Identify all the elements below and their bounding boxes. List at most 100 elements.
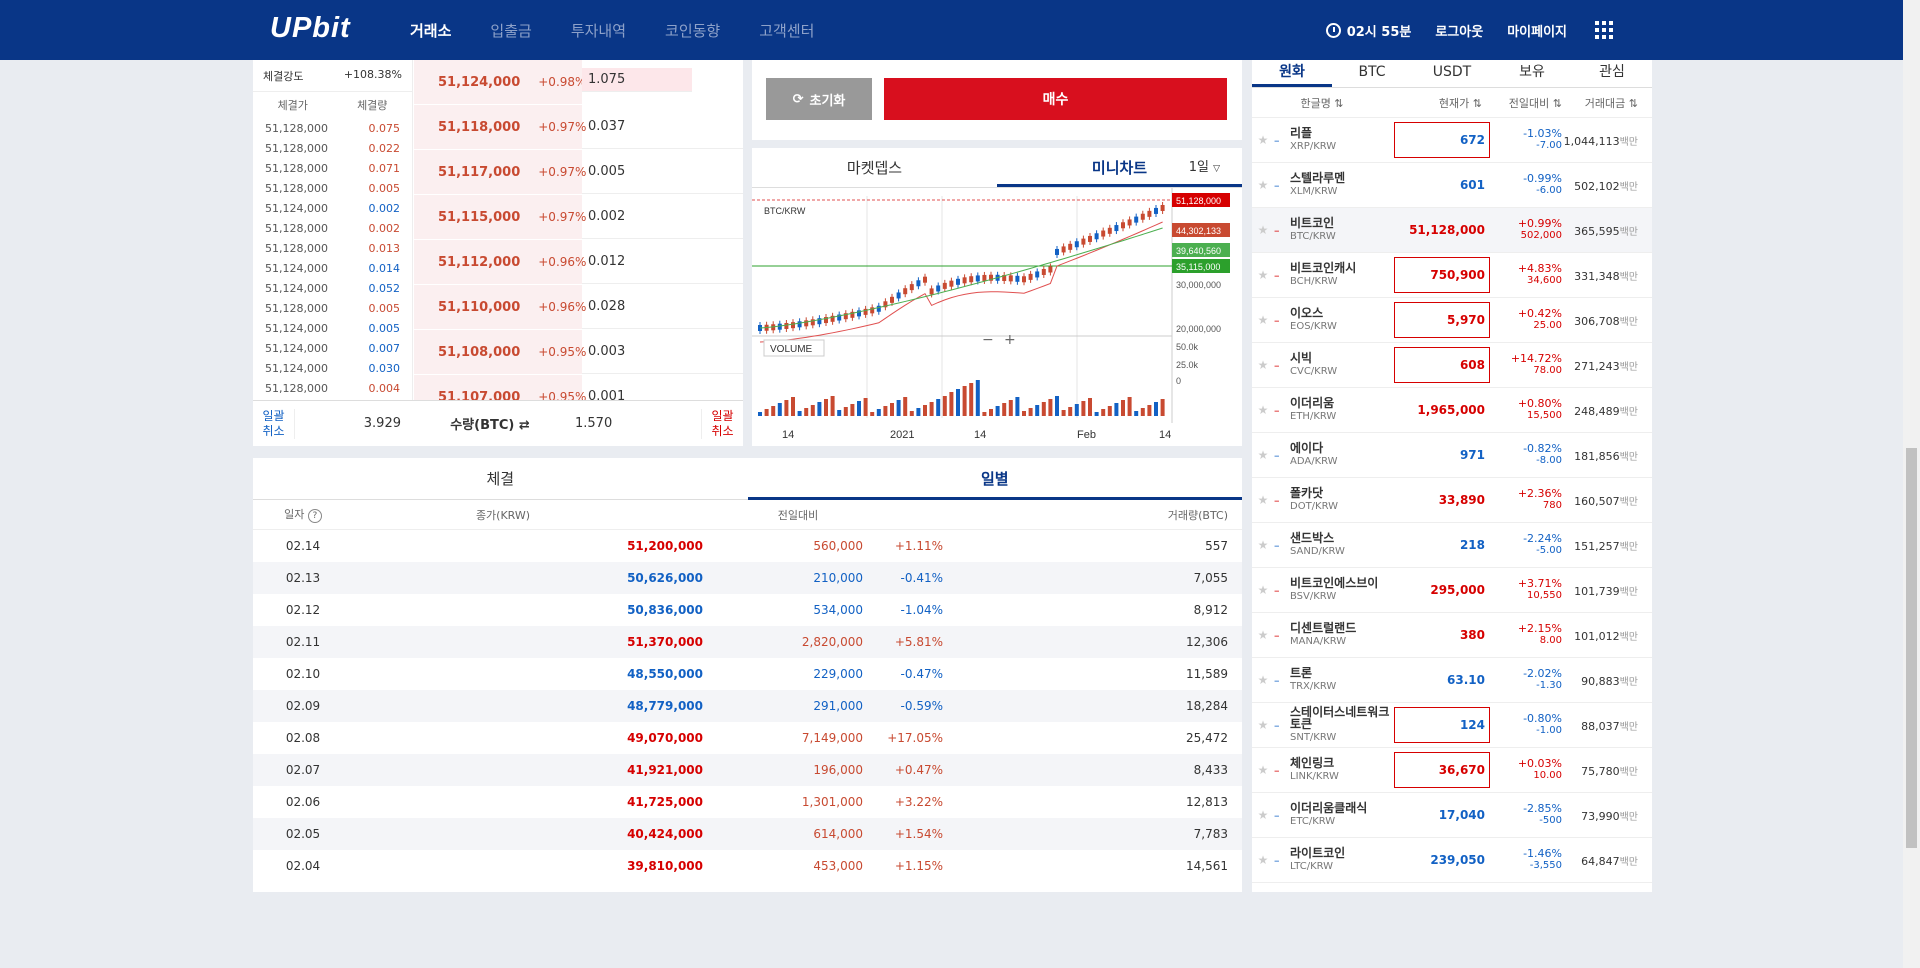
qty-toggle[interactable]: 수량(BTC) ⇄ [450, 418, 530, 433]
mypage-link[interactable]: 마이페이지 [1507, 24, 1567, 40]
market-row[interactable]: ★ – 라이트코인 LTC/KRW 239,050 -1.46% -3,550 64,847백… [1252, 838, 1652, 883]
star-icon[interactable]: ★ [1257, 133, 1269, 147]
zoom-out-icon[interactable]: − [982, 332, 994, 348]
market-row[interactable]: ★ – 트론 TRX/KRW 63.10 -2.02% -1.30 90,883백만 [1252, 658, 1652, 703]
ask-row[interactable]: 51,115,000 +0.97% 0.002 [414, 195, 743, 240]
tab-mini-chart[interactable]: 미니차트 [997, 148, 1242, 187]
star-icon[interactable]: ★ [1257, 493, 1269, 507]
star-icon[interactable]: ★ [1257, 403, 1269, 417]
volume-bar [817, 402, 822, 416]
market-row[interactable]: ★ – 비트코인에스브이 BSV/KRW 295,000 +3.71% 10,550 101,… [1252, 568, 1652, 613]
market-rows: ★ – 리플 XRP/KRW 672 -1.03% -7.00 1,044,113백만 ★ – 스텔… [1252, 118, 1652, 883]
nav-support[interactable]: 고객센터 [759, 21, 815, 40]
market-row[interactable]: ★ – 디센트럴랜드 MANA/KRW 380 +2.15% 8.00 101,012백만 [1252, 613, 1652, 658]
trend-marker-icon: – [1274, 493, 1280, 507]
trade-value-unit: 백만 [1619, 226, 1638, 238]
star-icon[interactable]: ★ [1257, 853, 1269, 867]
daily-date: 02.06 [285, 795, 321, 809]
trade-value-number: 101,012 [1574, 629, 1620, 643]
star-icon[interactable]: ★ [1257, 628, 1269, 642]
candle [791, 322, 795, 329]
nav-deposit[interactable]: 입출금 [490, 21, 532, 40]
market-row[interactable]: ★ – 이더리움 ETH/KRW 1,965,000 +0.80% 15,500 248,48… [1252, 388, 1652, 433]
price-tag-label: 51,128,000 [1176, 196, 1221, 206]
col-price[interactable]: 현재가 ⇅ [1438, 96, 1482, 110]
star-icon[interactable]: ★ [1257, 178, 1269, 192]
star-icon[interactable]: ★ [1257, 448, 1269, 462]
tab-trades[interactable]: 체결 [253, 458, 748, 500]
star-icon[interactable]: ★ [1257, 538, 1269, 552]
volume-bar [1068, 407, 1073, 416]
star-icon[interactable]: ★ [1257, 718, 1269, 732]
logout-link[interactable]: 로그아웃 [1435, 24, 1484, 40]
col-name[interactable]: 한글명 ⇅ [1300, 96, 1344, 110]
market-tab-3[interactable]: 보유 [1519, 64, 1545, 80]
tab-daily[interactable]: 일별 [747, 458, 1242, 500]
market-row[interactable]: ★ – 이오스 EOS/KRW 5,970 +0.42% 25.00 306,708백만 [1252, 298, 1652, 343]
star-icon[interactable]: ★ [1257, 268, 1269, 282]
nav-investments[interactable]: 투자내역 [570, 21, 627, 40]
nav-coin-trends[interactable]: 코인동향 [665, 21, 721, 40]
star-icon[interactable]: ★ [1257, 583, 1269, 597]
market-row[interactable]: ★ – 비트코인 BTC/KRW 51,128,000 +0.99% 502,000 365,… [1252, 208, 1652, 253]
reset-button[interactable]: ⟳ 초기화 [766, 78, 872, 120]
coin-symbol: XRP/KRW [1290, 141, 1337, 152]
ask-row[interactable]: 51,110,000 +0.96% 0.028 [414, 285, 743, 330]
ask-price: 51,118,000 +0.97% [414, 105, 586, 149]
candlestick-chart[interactable]: 51,128,000 44,302,133 39,640,560 35,115,000… [752, 188, 1242, 446]
x-tick-label: 14 [1159, 429, 1171, 441]
market-tab-0[interactable]: 원화 [1252, 60, 1332, 87]
upbit-logo[interactable]: UPbit [270, 12, 351, 44]
header-right: 02시 55분 로그아웃 마이페이지 [1325, 0, 1613, 60]
tab-market-depth[interactable]: 마켓뎁스 [846, 159, 903, 177]
scrollbar-thumb[interactable] [1906, 448, 1917, 848]
star-icon[interactable]: ★ [1257, 313, 1269, 327]
strength-value: +108.38% [343, 68, 402, 81]
col-change-rate[interactable]: 전일대비 ⇅ [1508, 96, 1562, 110]
market-row[interactable]: ★ – 에이다 ADA/KRW 971 -0.82% -8.00 181,856백만 [1252, 433, 1652, 478]
coin-symbol: XLM/KRW [1290, 186, 1338, 197]
ask-row[interactable]: 51,118,000 +0.97% 0.037 [414, 105, 743, 150]
market-tab-2[interactable]: USDT [1432, 64, 1472, 80]
star-icon[interactable]: ★ [1257, 223, 1269, 237]
buy-button[interactable]: 매수 [884, 78, 1227, 120]
coin-name: 트론 TRX/KRW [1290, 667, 1394, 693]
daily-close: 50,836,000 [627, 603, 703, 617]
period-select[interactable]: 1일 ▽ [1189, 148, 1220, 189]
star-icon[interactable]: ★ [1257, 673, 1269, 687]
ask-row[interactable]: 51,112,000 +0.96% 0.012 [414, 240, 743, 285]
col-trade-value[interactable]: 거래대금 ⇅ [1584, 96, 1638, 110]
candle [883, 301, 888, 308]
star-icon[interactable]: ★ [1257, 358, 1269, 372]
coin-change: -1.03% -7.00 [1490, 128, 1562, 152]
market-row[interactable]: ★ – 스테이터스네트워크토큰 SNT/KRW 124 -0.80% -1.00 88,037… [1252, 703, 1652, 748]
cancel-all-left[interactable]: 일괄 취소 [253, 408, 295, 439]
market-row[interactable]: ★ – 시빅 CVC/KRW 608 +14.72% 78.00 271,243백만 [1252, 343, 1652, 388]
help-icon[interactable]: ? [307, 509, 322, 523]
page-scrollbar[interactable] [1903, 0, 1920, 968]
star-icon[interactable]: ★ [1257, 763, 1269, 777]
market-row[interactable]: ★ – 폴카닷 DOT/KRW 33,890 +2.36% 780 160,507백만 [1252, 478, 1652, 523]
market-row[interactable]: ★ – 이더리움클래식 ETC/KRW 17,040 -2.85% -500 73,990백만 [1252, 793, 1652, 838]
market-row[interactable]: ★ – 비트코인캐시 BCH/KRW 750,900 +4.83% 34,600 331,34… [1252, 253, 1652, 298]
ask-row[interactable]: 51,124,000 +0.98% 1.075 [414, 60, 743, 105]
daily-close: 50,626,000 [627, 571, 703, 585]
nav-exchange[interactable]: 거래소 [410, 21, 452, 40]
coin-korean-name: 디센트럴랜드 [1290, 621, 1357, 635]
market-row[interactable]: ★ – 체인링크 LINK/KRW 36,670 +0.03% 10.00 75,780백만 [1252, 748, 1652, 793]
ask-row[interactable]: 51,117,000 +0.97% 0.005 [414, 150, 743, 195]
zoom-in-icon[interactable]: + [1004, 332, 1016, 348]
app-menu-icon[interactable] [1595, 21, 1613, 39]
star-icon[interactable]: ★ [1257, 808, 1269, 822]
coin-name: 비트코인에스브이 BSV/KRW [1290, 577, 1394, 603]
ask-row[interactable]: 51,108,000 +0.95% 0.003 [414, 330, 743, 375]
market-row[interactable]: ★ – 스텔라루멘 XLM/KRW 601 -0.99% -6.00 502,102백만 [1252, 163, 1652, 208]
trend-marker-icon: – [1274, 538, 1280, 552]
market-row[interactable]: ★ – 샌드박스 SAND/KRW 218 -2.24% -5.00 151,257백만 [1252, 523, 1652, 568]
market-row[interactable]: ★ – 리플 XRP/KRW 672 -1.03% -7.00 1,044,113백만 [1252, 118, 1652, 163]
cancel-all-right[interactable]: 일괄 취소 [701, 408, 743, 439]
market-tab-1[interactable]: BTC [1358, 64, 1386, 80]
ask-pct: +0.96% [538, 300, 587, 314]
trade-qty: 0.052 [368, 281, 401, 295]
market-tab-4[interactable]: 관심 [1599, 64, 1625, 80]
